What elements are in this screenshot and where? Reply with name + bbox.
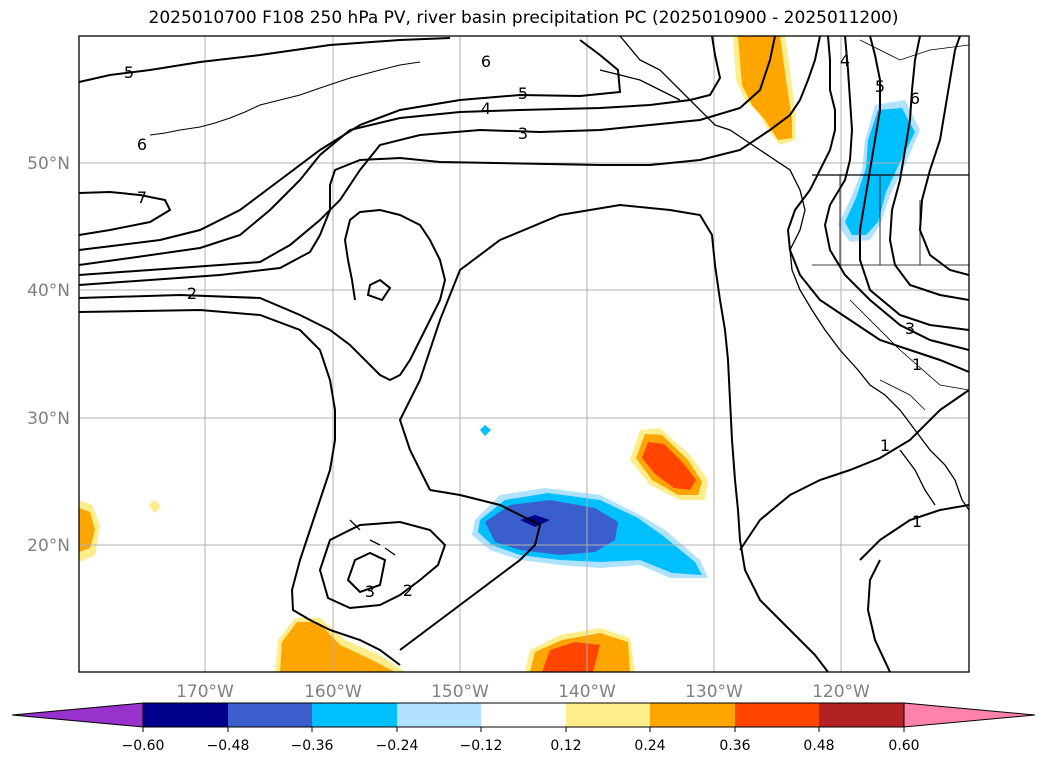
contour-label: 5 (518, 84, 528, 103)
contour-label: 5 (124, 63, 134, 82)
colorbar-tick-label: −0.60 (122, 738, 165, 754)
graticule (79, 36, 969, 672)
lon-label: 170°W (176, 682, 234, 702)
map-background (79, 36, 969, 672)
colorbar-tick-label: 0.36 (719, 738, 750, 754)
contour-label: 1 (880, 436, 890, 455)
map-frame (78, 35, 970, 673)
contour-label: 3 (905, 319, 915, 338)
contour-label: 3 (365, 582, 375, 601)
colorbar-bin (228, 703, 312, 727)
positive-anomaly-south-mid-core (542, 642, 600, 672)
contour-label: 1 (912, 512, 922, 531)
pv-contours (79, 36, 969, 672)
contour-label: 4 (840, 51, 850, 70)
colorbar-bin (143, 703, 228, 727)
positive-anomaly-subtropics-core (642, 442, 696, 490)
colorbar-frame (142, 702, 905, 728)
positive-anomaly-dot (148, 500, 161, 513)
lon-label: 120°W (812, 682, 870, 702)
colorbar-extend-high (903, 702, 1036, 728)
colorbar-tick-label: −0.12 (460, 738, 503, 754)
contour-label: 2 (403, 581, 413, 600)
colorbar-bin (397, 703, 481, 727)
colorbar-ticks (142, 727, 905, 732)
contour-labels: 5 6 7 2 6 5 4 3 4 5 6 3 1 1 1 3 2 (124, 51, 922, 601)
contour-label: 6 (481, 52, 491, 71)
colorbar-tick-label: 0.24 (634, 738, 665, 754)
contour-label: 6 (137, 135, 147, 154)
contour-label: 6 (910, 89, 920, 108)
contour-label: 2 (187, 284, 197, 303)
colorbar-bin (735, 703, 819, 727)
contour-label: 3 (518, 124, 528, 143)
longitude-labels: 170°W 160°W 150°W 140°W 130°W 120°W (176, 682, 870, 702)
colorbar-bin (312, 703, 397, 727)
negative-anomaly-dot (480, 425, 491, 436)
lat-label: 30°N (27, 409, 70, 429)
colorbar-tick-label: −0.48 (207, 738, 250, 754)
colorbar-tick-label: 0.60 (888, 738, 919, 754)
map-title: 2025010700 F108 250 hPa PV, river basin … (148, 8, 899, 28)
contour-label: 7 (137, 188, 147, 207)
colorbar-tick-label: −0.24 (376, 738, 419, 754)
lat-label: 20°N (27, 536, 70, 556)
positive-anomaly-south-west-core (280, 622, 395, 672)
lon-label: 130°W (685, 682, 743, 702)
precip-shading (79, 36, 920, 672)
contour-label: 5 (875, 77, 885, 96)
lon-label: 140°W (558, 682, 616, 702)
colorbar-bin (650, 703, 735, 727)
positive-anomaly-west-edge-core (79, 508, 95, 552)
colorbar-bin (481, 703, 566, 727)
map-panel: 5 6 7 2 6 5 4 3 4 5 6 3 1 1 1 3 2 (78, 35, 970, 673)
negative-anomaly-inland-core (845, 108, 915, 235)
lon-label: 150°W (431, 682, 489, 702)
lat-label: 40°N (27, 281, 70, 301)
contour-label: 4 (481, 99, 491, 118)
colorbar-tick-label: 0.12 (550, 738, 581, 754)
colorbar-extend-low (11, 702, 144, 728)
colorbar-tick-label: −0.36 (291, 738, 334, 754)
lon-label: 160°W (304, 682, 362, 702)
colorbar-tick-label: 0.48 (803, 738, 834, 754)
colorbar-bin (566, 703, 650, 727)
colorbar-bin (819, 703, 904, 727)
contour-label: 1 (912, 355, 922, 374)
colorbar: −0.60 −0.48 −0.36 −0.24 −0.12 0.12 0.24 … (11, 702, 1036, 754)
latitude-labels: 50°N 40°N 30°N 20°N (27, 154, 70, 556)
lat-label: 50°N (27, 154, 70, 174)
positive-anomaly-coast-north-core (738, 36, 792, 140)
